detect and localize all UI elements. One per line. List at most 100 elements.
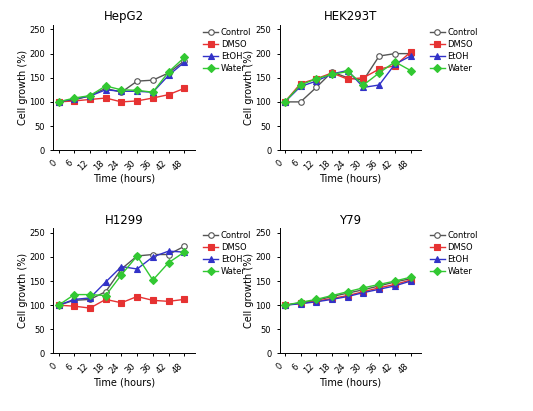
Control [313,85,319,90]
X-axis label: Time (hours): Time (hours) [319,174,382,184]
EtOH [87,296,93,300]
DMSO [313,76,319,81]
Y-axis label: Cell growth (%): Cell growth (%) [244,50,254,125]
DMSO [313,299,319,304]
Control [165,70,172,75]
DMSO [407,50,414,55]
Control [329,294,335,299]
Line: Control: Control [282,51,414,105]
EtOH [407,53,414,58]
Control [102,86,109,91]
DMSO [102,297,109,302]
Water [134,254,140,259]
DMSO [55,99,62,104]
EtOH [55,303,62,308]
Legend: Control, DMSO, EtOH, Water: Control, DMSO, EtOH, Water [202,230,253,278]
Control [118,266,125,271]
DMSO [181,86,188,91]
Line: DMSO: DMSO [56,85,187,105]
EtOH [344,68,351,73]
Water [376,282,382,287]
Water [313,297,319,302]
Y-axis label: Cell growth (%): Cell growth (%) [244,253,254,328]
DMSO [281,99,288,104]
DMSO [376,67,382,72]
Water [118,88,125,92]
Line: Water: Water [56,249,187,308]
DMSO [360,75,367,80]
Title: H1299: H1299 [104,214,143,227]
DMSO [181,297,188,302]
Water [181,55,188,60]
Water [71,96,77,101]
Line: EtOH: EtOH [282,53,414,105]
EtOH [392,284,398,289]
Control [102,289,109,294]
DMSO [281,303,288,308]
EtOH [407,279,414,284]
Line: EtOH: EtOH [56,248,187,308]
DMSO [344,293,351,298]
Water [150,277,156,282]
Control [376,53,382,58]
Legend: Control, DMSO, EtOH, Water: Control, DMSO, EtOH, Water [428,230,479,278]
Water [55,303,62,308]
Line: DMSO: DMSO [282,277,414,308]
Line: Water: Water [282,59,414,105]
EtOH [297,301,304,306]
Water [329,72,335,77]
Water [118,272,125,277]
EtOH [165,73,172,78]
Water [87,292,93,297]
Water [313,76,319,81]
EtOH [87,94,93,99]
Control [392,279,398,284]
DMSO [407,277,414,282]
Control [407,51,414,56]
DMSO [165,299,172,304]
Control [55,303,62,308]
DMSO [297,301,304,306]
DMSO [392,63,398,68]
Water [165,260,172,265]
EtOH [55,99,62,104]
Water [392,279,398,284]
EtOH [281,99,288,104]
Line: Water: Water [282,275,414,308]
Control [181,58,188,63]
Water [376,70,382,75]
EtOH [181,249,188,254]
DMSO [165,92,172,97]
DMSO [150,96,156,101]
EtOH [376,83,382,88]
Control [360,78,367,83]
EtOH [329,72,335,76]
EtOH [102,88,109,92]
Water [181,249,188,254]
Water [297,300,304,305]
EtOH [118,89,125,94]
Control [297,300,304,305]
DMSO [134,294,140,299]
Control [376,284,382,289]
EtOH [165,249,172,254]
DMSO [329,70,335,75]
Water [102,293,109,298]
Title: HEK293T: HEK293T [324,11,377,23]
DMSO [297,81,304,86]
X-axis label: Time (hours): Time (hours) [93,174,155,184]
Control [407,276,414,281]
Control [313,298,319,303]
Legend: Control, DMSO, EtOH, Water: Control, DMSO, EtOH, Water [202,26,253,74]
EtOH [150,90,156,95]
Control [150,78,156,83]
Legend: Control, DMSO, EtOH, Water: Control, DMSO, EtOH, Water [428,26,479,74]
DMSO [71,99,77,104]
Y-axis label: Cell growth (%): Cell growth (%) [18,50,28,125]
EtOH [313,79,319,83]
DMSO [150,298,156,303]
EtOH [360,290,367,295]
Line: Control: Control [56,58,187,105]
DMSO [134,99,140,104]
Title: HepG2: HepG2 [104,11,144,23]
